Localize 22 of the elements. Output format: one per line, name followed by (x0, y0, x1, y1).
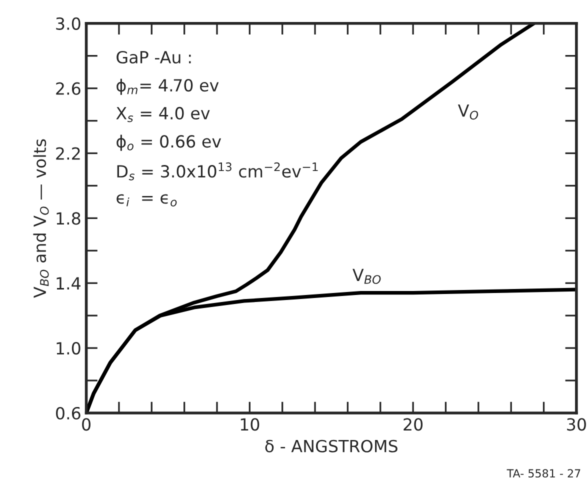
y-tick-label: 2.6 (56, 82, 80, 95)
annotation: GaP -Au : (116, 50, 191, 64)
x-tick-label: 20 (404, 418, 423, 431)
annotation: ϕ$_{o}$ = 0.66 ev (116, 134, 222, 151)
x-axis-title: δ - ANGSTROMS (265, 440, 398, 452)
x-tick-label: 10 (240, 418, 260, 431)
text: TA- 5581 - 27 (506, 469, 580, 478)
y-tick-label: 1.0 (56, 342, 80, 355)
y-tick-label: 2.2 (56, 147, 80, 160)
annotation: ϕ$_{m}$= 4.70 ev (116, 78, 219, 95)
series-label: V$_{O}$ (458, 104, 478, 120)
series-label: V$_{BO}$ (352, 268, 381, 284)
annotation: D$_{s}$ = 3.0x10$^{13}$ cm$^{−2}$ev$^{−1}$ (117, 162, 318, 180)
y-tick-label: 1.8 (56, 212, 80, 225)
y-tick-label: 0.6 (56, 406, 80, 420)
x-tick-label: 0 (82, 418, 90, 431)
annotation: ϵ$_{i}$ = ϵ$_{o}$ (116, 194, 177, 206)
y-tick-label: 3.0 (56, 17, 80, 30)
annotation: X$_{s}$ = 4.0 ev (116, 106, 210, 122)
y-axis-title: V$_{BO}$ and V$_{O}$ — volts (33, 139, 49, 298)
x-tick-label: 30 (567, 418, 586, 431)
y-tick-label: 1.4 (56, 277, 80, 290)
